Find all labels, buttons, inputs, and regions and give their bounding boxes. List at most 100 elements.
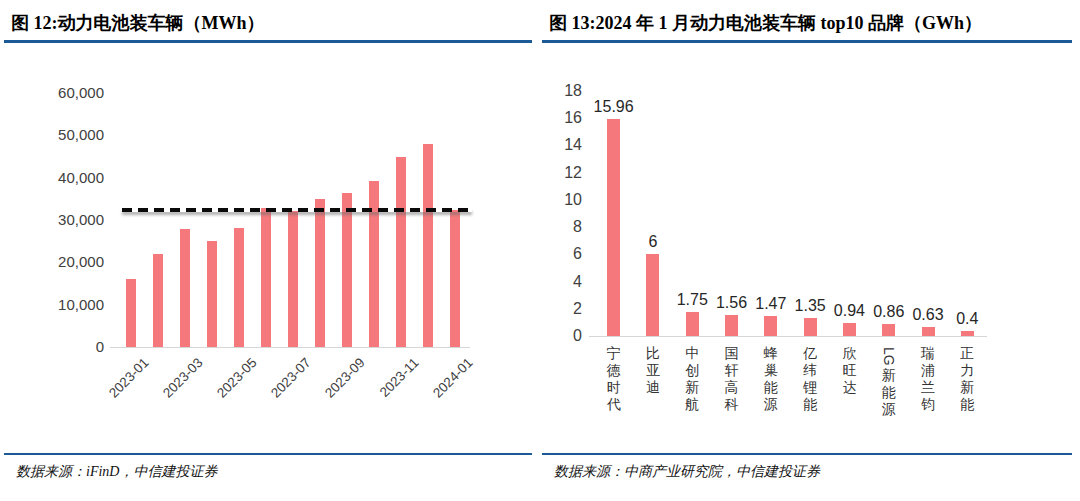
figure-12-panel: 图 12:动力电池装车辆（MWh） 010,00020,00030,00040,… (4, 0, 532, 481)
figure-13-title: 图 13:2024 年 1 月动力电池装车辆 top10 品牌（GWh） (542, 0, 1072, 40)
category-label-segment: 能 (958, 396, 976, 413)
bar-国轩高科 (725, 315, 738, 336)
category-label-segment: 亿 (801, 345, 819, 362)
x-axis-category-label: 中创新航 (683, 345, 701, 413)
y-axis-tick-label: 40,000 (4, 170, 104, 186)
bar-比亚迪 (646, 254, 659, 336)
y-axis-tick-label: 0 (542, 328, 582, 344)
bar-欣旺达 (843, 323, 856, 336)
bar-蜂巢能源 (764, 316, 777, 336)
category-label-segment: 旺 (840, 362, 858, 379)
bar-正力新能 (961, 331, 974, 336)
category-label-segment: 源 (762, 396, 780, 413)
category-label-segment: 宁 (605, 345, 623, 362)
bar-2023-12 (423, 144, 433, 347)
x-axis-tick-label: 2023-11 (366, 355, 422, 411)
category-label-segment: 能 (880, 384, 898, 401)
bar-2023-09 (342, 193, 352, 347)
bar-2023-10 (369, 181, 379, 347)
bar-中创新航 (686, 312, 699, 336)
category-label-segment: 锂 (801, 379, 819, 396)
x-axis-tick-label: 2023-07 (258, 355, 314, 411)
category-label-segment: 新 (880, 367, 898, 384)
x-axis-line (589, 336, 987, 337)
y-axis-tick-label: 16 (542, 110, 582, 126)
x-axis-category-label: 欣旺达 (840, 345, 858, 396)
category-label-segment: 中 (683, 345, 701, 362)
category-label-segment: 力 (958, 362, 976, 379)
category-label-segment: 新 (683, 379, 701, 396)
bar-2023-03 (180, 229, 190, 347)
category-label-segment: 瑞 (919, 345, 937, 362)
report-figures-row: 图 12:动力电池装车辆（MWh） 010,00020,00030,00040,… (0, 0, 1080, 481)
x-axis-category-label: 瑞浦兰钧 (919, 345, 937, 413)
y-axis-tick-label: 60,000 (4, 85, 104, 101)
x-axis-category-label: 国轩高科 (723, 345, 741, 413)
category-label-segment: 欣 (840, 345, 858, 362)
bar-2023-01 (126, 279, 136, 347)
y-axis-tick-label: 18 (542, 83, 582, 99)
category-label-segment: 国 (723, 345, 741, 362)
x-axis-tick-label: 2023-05 (204, 355, 260, 411)
figure-12-title: 图 12:动力电池装车辆（MWh） (4, 0, 532, 40)
category-label-segment: 达 (840, 379, 858, 396)
bar-2023-02 (153, 254, 163, 347)
category-label-segment: 创 (683, 362, 701, 379)
category-label-segment: 德 (605, 362, 623, 379)
y-axis-tick-label: 14 (542, 137, 582, 153)
bar-瑞浦兰钧 (922, 327, 935, 336)
bar-value-label: 6 (625, 233, 681, 251)
battery-top10-brands-chart: 02468101214161815.96宁德时代6比亚迪1.75中创新航1.56… (542, 43, 1072, 453)
category-label-segment: 钧 (919, 396, 937, 413)
x-axis-tick-label: 2023-09 (312, 355, 368, 411)
category-label-segment: 迪 (644, 379, 662, 396)
figure-12-source-note: 数据来源：iFinD，中信建投证券 (4, 455, 532, 481)
category-label-segment: 代 (605, 396, 623, 413)
category-label-segment: 源 (880, 401, 898, 418)
category-label-segment: 纬 (801, 362, 819, 379)
y-axis-tick-label: 30,000 (4, 212, 104, 228)
figure-13-panel: 图 13:2024 年 1 月动力电池装车辆 top10 品牌（GWh） 024… (542, 0, 1072, 481)
x-axis-tick-label: 2023-03 (149, 355, 205, 411)
bar-宁德时代 (607, 119, 620, 336)
category-label-segment: 浦 (919, 362, 937, 379)
y-axis-tick-label: 10 (542, 192, 582, 208)
category-label-segment: 兰 (919, 379, 937, 396)
category-label-segment: 正 (958, 345, 976, 362)
bar-亿纬锂能 (804, 318, 817, 336)
x-axis-category-label: 蜂巢能源 (762, 345, 780, 413)
x-axis-line (110, 347, 470, 348)
bar-2023-08 (315, 199, 325, 347)
figure-13-source-note: 数据来源：中商产业研究院，中信建投证券 (542, 455, 1072, 481)
y-axis-tick-label: 0 (4, 339, 104, 355)
y-axis-tick-label: 6 (542, 246, 582, 262)
category-label-segment: 轩 (723, 362, 741, 379)
bar-2023-07 (288, 211, 298, 347)
bar-value-label: 15.96 (586, 98, 642, 116)
category-label-segment: 时 (605, 379, 623, 396)
category-label-segment: 蜂 (762, 345, 780, 362)
bar-2023-06 (261, 208, 271, 347)
category-label-segment: 比 (644, 345, 662, 362)
bar-value-label: 0.4 (939, 310, 995, 328)
category-label-segment: 科 (723, 396, 741, 413)
x-axis-tick-label: 2023-01 (95, 355, 151, 411)
bar-2023-04 (207, 241, 217, 347)
bar-LG新能源 (882, 324, 895, 336)
category-label-segment: 能 (762, 379, 780, 396)
y-axis-tick-label: 50,000 (4, 127, 104, 143)
x-axis-category-label: 正力新能 (958, 345, 976, 413)
x-axis-category-label: 比亚迪 (644, 345, 662, 396)
category-label-segment: 新 (958, 379, 976, 396)
x-axis-tick-label: 2024-01 (420, 355, 476, 411)
category-label-segment: 能 (801, 396, 819, 413)
category-label-segment: LG (878, 347, 900, 365)
reference-dashed-line (122, 208, 472, 212)
bar-2023-11 (396, 157, 406, 347)
x-axis-category-label: 亿纬锂能 (801, 345, 819, 413)
category-label-segment: 亚 (644, 362, 662, 379)
bar-2023-05 (234, 228, 244, 347)
bar-2024-01 (450, 210, 460, 347)
y-axis-tick-label: 4 (542, 274, 582, 290)
category-label-segment: 巢 (762, 362, 780, 379)
